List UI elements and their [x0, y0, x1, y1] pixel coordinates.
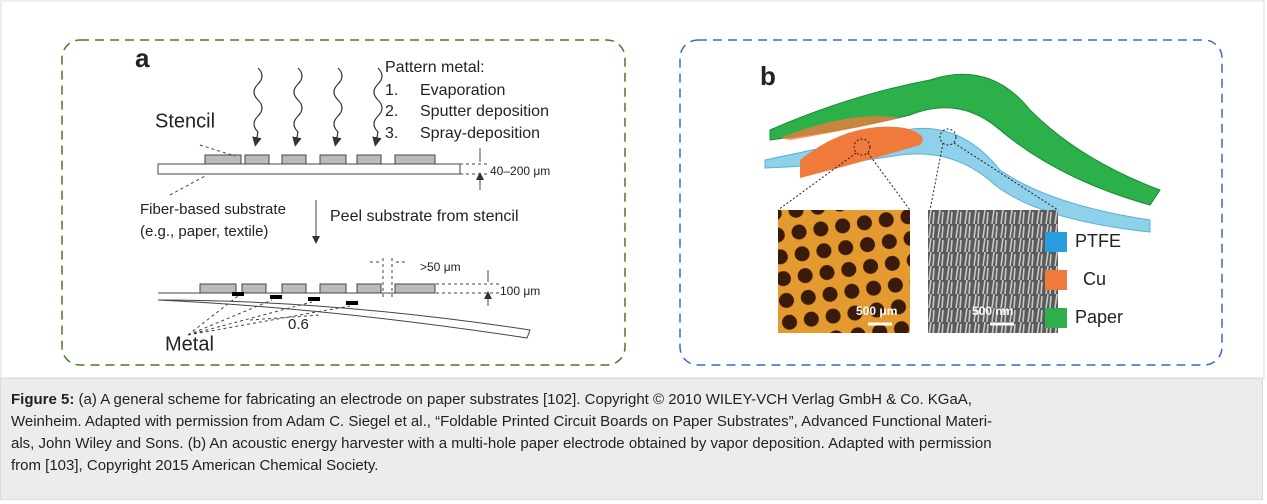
stencil-label: Stencil	[155, 110, 215, 132]
shape-rect	[357, 155, 381, 164]
shape-path	[294, 68, 302, 142]
panel-label: b	[760, 61, 776, 91]
legend-swatch	[1045, 270, 1067, 290]
gap-label: >50 μm	[420, 260, 461, 274]
shape-path	[460, 164, 490, 174]
shape-path	[334, 68, 342, 142]
thickness-label: 40–200 μm	[490, 164, 550, 178]
caption-line: Figure 5: (a) A general scheme for fabri…	[11, 389, 1262, 411]
panel-label: a	[135, 43, 150, 73]
shape-rect	[357, 284, 381, 293]
step-text: Spray-deposition	[420, 125, 540, 142]
stencil-bottom	[158, 258, 530, 338]
caption-line: als, John Wiley and Sons. (b) An acousti…	[11, 433, 1262, 455]
legend-swatch	[1045, 232, 1067, 252]
substrate-examples: (e.g., paper, textile)	[140, 223, 268, 240]
caption-label: Figure 5:	[11, 391, 74, 408]
caption-line: from [103], Copyright 2015 American Chem…	[11, 455, 1262, 477]
shape-rect	[200, 284, 236, 293]
step-text: Evaporation	[420, 82, 505, 99]
shape-rect	[245, 155, 269, 164]
scale-label: 500 μm	[856, 304, 897, 318]
caption-line: Weinheim. Adapted with permission from A…	[11, 411, 1262, 433]
shape-path	[254, 68, 262, 142]
shape-rect	[395, 155, 435, 164]
pattern-title: Pattern metal:	[385, 59, 485, 76]
substrate-label: Fiber-based substrate	[140, 201, 286, 218]
shape-path	[374, 68, 382, 142]
shape-rect	[395, 284, 435, 293]
legend-label: PTFE	[1075, 231, 1121, 251]
shape-rect	[158, 164, 460, 174]
legend-label: Cu	[1083, 269, 1106, 289]
step-number: 3.	[385, 125, 398, 142]
shape-rect	[320, 155, 346, 164]
shape-rect	[242, 284, 266, 293]
legend: PTFE Cu Paper	[1045, 231, 1123, 328]
peel-label: Peel substrate from stencil	[330, 208, 519, 225]
deposition-waves	[254, 68, 382, 142]
scale-label: 500 nm	[972, 304, 1013, 318]
step-text: Sputter deposition	[420, 103, 549, 120]
shape-rect	[205, 155, 241, 164]
shape-rect	[282, 155, 306, 164]
device-illustration	[765, 74, 1160, 333]
shape-rect	[320, 284, 346, 293]
caption: Figure 5: (a) A general scheme for fabri…	[0, 378, 1263, 500]
thickness-label: 100 μm	[500, 284, 540, 298]
legend-label: Paper	[1075, 307, 1123, 327]
step-number: 2.	[385, 103, 398, 120]
caption-text: (a) A general scheme for fabricating an …	[79, 391, 972, 408]
angle-label: 0.6	[288, 316, 309, 333]
step-number: 1.	[385, 82, 398, 99]
shape-rect	[282, 284, 306, 293]
legend-swatch	[1045, 308, 1067, 328]
metal-label: Metal	[165, 333, 214, 355]
